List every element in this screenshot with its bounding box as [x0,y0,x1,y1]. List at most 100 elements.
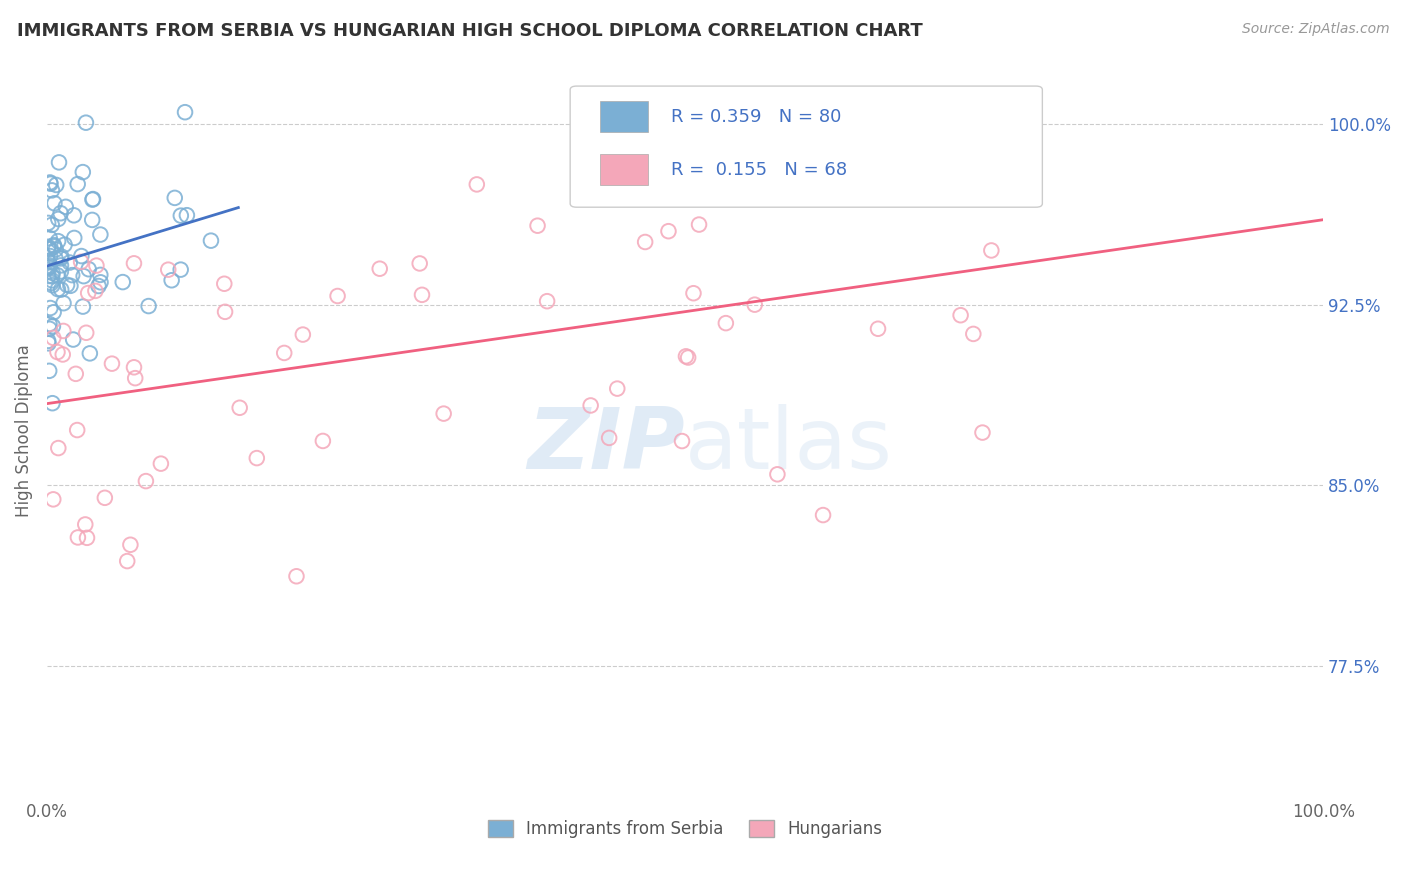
Point [675,349,697,363]
Text: IMMIGRANTS FROM SERBIA VS HUNGARIAN HIGH SCHOOL DIPLOMA CORRELATION CHART: IMMIGRANTS FROM SERBIA VS HUNGARIAN HIGH… [17,22,922,40]
Point [94,491,117,505]
Point [75,326,97,340]
Point [200,234,222,248]
Point [228,401,250,415]
Point [904,178,927,192]
Point [63,208,86,222]
Point [41,269,63,284]
Point [682,286,704,301]
Text: Source: ZipAtlas.com: Source: ZipAtlas.com [1241,22,1389,37]
Point [41,183,63,197]
Point [38,231,60,245]
Point [972,425,994,440]
Point [170,262,193,277]
Point [42,238,65,252]
Point [41,218,63,232]
Point [66,177,89,191]
Point [39,260,62,275]
Point [910,178,932,192]
Point [70,255,93,269]
Point [170,209,193,223]
Point [176,208,198,222]
Point [66,531,89,545]
Point [634,235,657,249]
Point [89,227,111,242]
Point [39,242,62,256]
Point [72,300,94,314]
Point [72,269,94,284]
Point [938,178,960,192]
Point [62,333,84,347]
Point [42,331,65,345]
Point [76,531,98,545]
Point [46,268,69,283]
Point [49,259,72,273]
Point [291,327,314,342]
Point [70,249,93,263]
Point [115,554,138,568]
Point [39,176,62,190]
Point [160,273,183,287]
Point [82,193,104,207]
Point [174,105,197,120]
Point [38,322,60,336]
Point [49,264,72,278]
Point [866,322,889,336]
Point [980,244,1002,258]
Point [39,301,62,315]
Point [42,319,65,334]
Point [89,268,111,282]
Point [734,178,756,192]
Point [41,278,63,293]
Point [44,196,66,211]
Point [46,441,69,455]
Point [38,364,60,378]
Point [766,467,789,482]
Point [120,538,142,552]
Point [82,192,104,206]
Point [65,367,87,381]
Point [56,277,79,292]
Point [37,260,59,275]
Point [77,262,100,277]
Point [163,191,186,205]
Point [41,266,63,280]
Point [53,237,76,252]
Point [37,253,59,268]
Point [37,242,59,256]
Point [49,252,72,266]
Y-axis label: High School Diploma: High School Diploma [15,344,32,517]
Point [42,492,65,507]
Point [51,250,73,264]
Point [676,351,699,365]
Text: R = 0.359   N = 80: R = 0.359 N = 80 [671,108,841,126]
Point [49,206,72,220]
Point [66,423,89,437]
Point [38,259,60,273]
Point [59,255,82,269]
Point [433,407,456,421]
Point [75,517,97,532]
Point [214,277,236,291]
Point [326,289,349,303]
Point [82,213,104,227]
Point [46,282,69,296]
Point [949,308,972,322]
Point [42,239,65,253]
Point [46,345,69,359]
Point [214,305,236,319]
Point [526,219,548,233]
Point [122,360,145,375]
Point [63,231,86,245]
Point [42,305,65,319]
Point [48,155,70,169]
Point [39,249,62,263]
Text: ZIP: ZIP [527,404,685,487]
Point [52,324,75,338]
Point [157,262,180,277]
Point [657,224,679,238]
Point [465,178,488,192]
Point [77,286,100,301]
Bar [599,102,648,132]
Point [37,216,59,230]
